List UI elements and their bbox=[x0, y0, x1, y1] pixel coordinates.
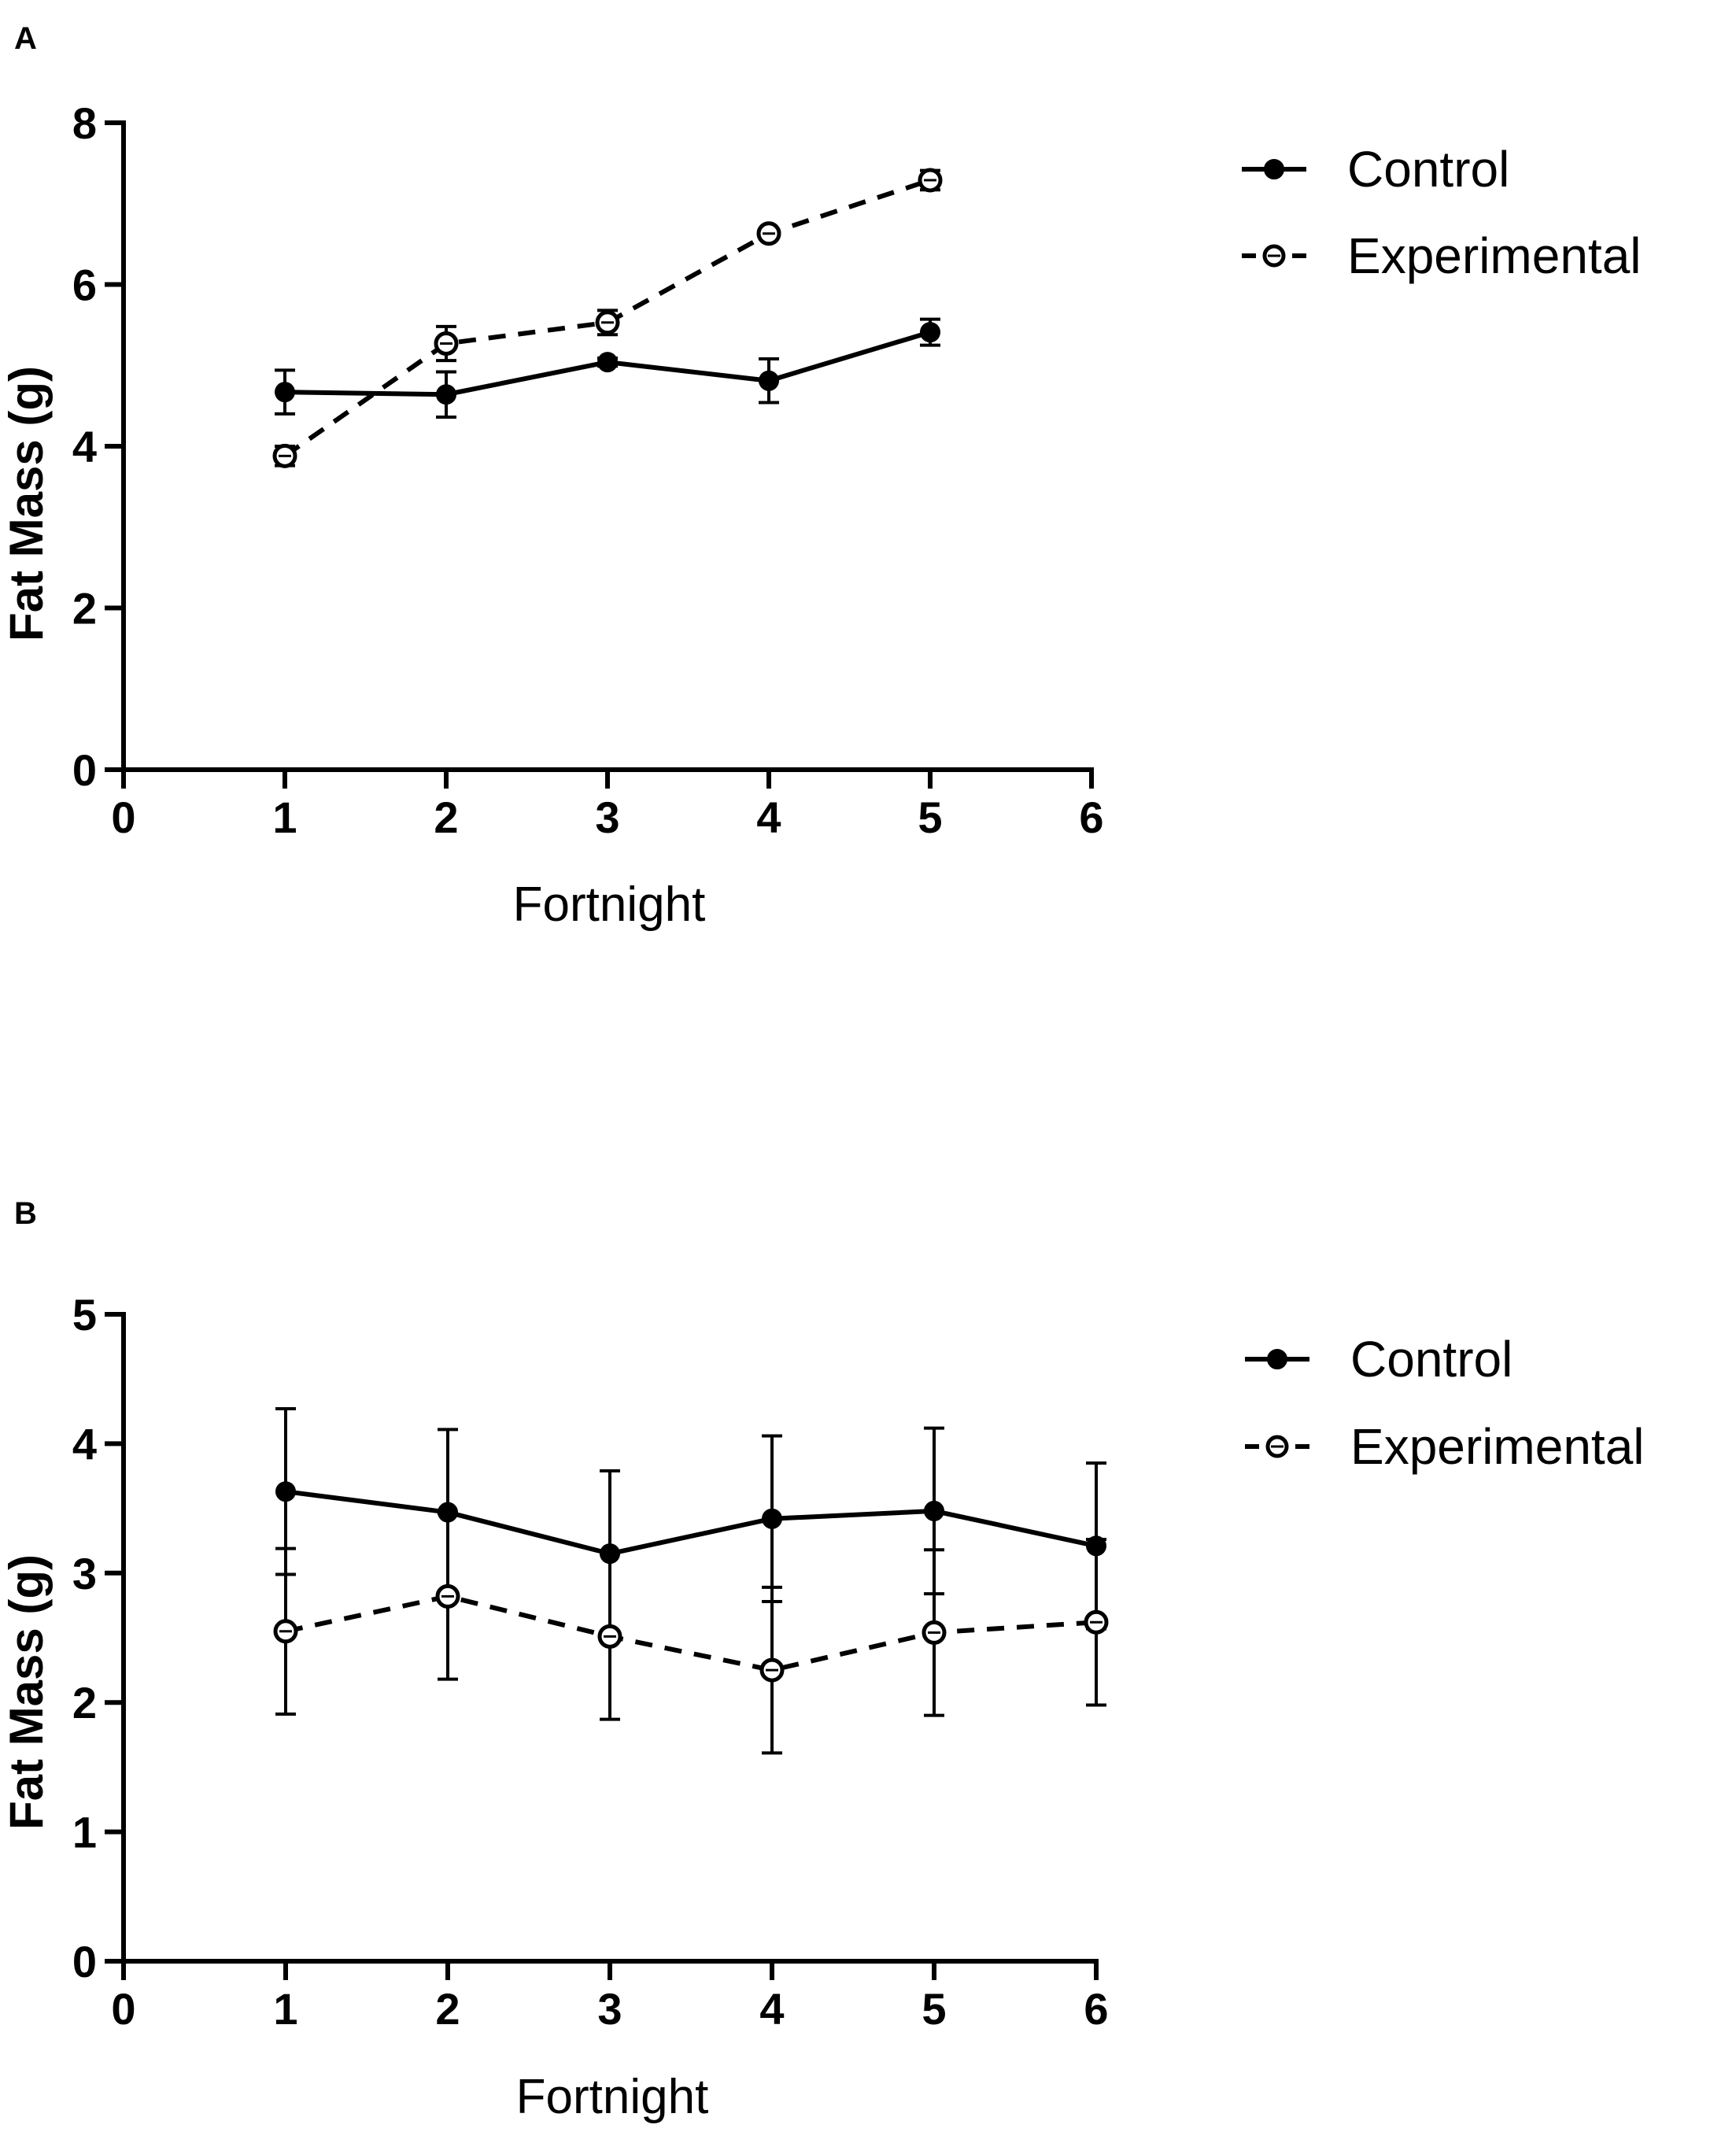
panel-a-x-tick-label: 2 bbox=[434, 793, 458, 842]
panel-b-control-point bbox=[275, 1481, 296, 1502]
legend-item-experimental: Experimental bbox=[1242, 227, 1642, 284]
panel-b: B 0 1 2 3 4 5 0 1 2 3 4 5 6 Fortnight Fat Mass (g) C… bbox=[0, 1196, 1645, 2124]
panel-b-y-tick-label: 3 bbox=[72, 1549, 97, 1598]
panel-b-y-tick-label: 1 bbox=[72, 1808, 97, 1857]
panel-b-x-tick-label: 5 bbox=[922, 1984, 946, 2034]
panel-a-control-point bbox=[759, 370, 779, 391]
panel-a-x-tick-label: 6 bbox=[1079, 793, 1103, 842]
panel-b-plot: 0 1 2 3 4 5 0 1 2 3 4 5 6 bbox=[72, 1290, 1109, 2034]
panel-a-y-tick-label: 0 bbox=[72, 745, 97, 795]
legend-item-control: Control bbox=[1245, 1331, 1513, 1387]
panel-b-x-tick-label: 6 bbox=[1084, 1984, 1108, 2034]
panel-b-x-tick-label: 0 bbox=[111, 1984, 135, 2034]
panel-b-control-point bbox=[1086, 1535, 1106, 1557]
panel-a: A 0 2 4 6 8 0 1 2 3 4 5 6 Fortnight Fat Mass (g) Co… bbox=[0, 21, 1642, 932]
panel-b-control-line bbox=[285, 1489, 1097, 1557]
panel-a-legend: Control Experimental bbox=[1242, 141, 1642, 284]
legend-control-label: Control bbox=[1347, 141, 1509, 198]
panel-b-x-tick-label: 3 bbox=[597, 1984, 622, 2034]
panel-b-x-tick-label: 1 bbox=[273, 1984, 297, 2034]
panel-b-experimental-line bbox=[285, 1594, 1097, 1673]
panel-b-y-tick-label: 4 bbox=[72, 1419, 97, 1469]
panel-b-x-tick-label: 4 bbox=[759, 1984, 784, 2034]
legend-control-label: Control bbox=[1350, 1331, 1513, 1387]
panel-b-x-tick-label: 2 bbox=[435, 1984, 460, 2034]
panel-b-y-tick-label: 2 bbox=[72, 1678, 97, 1727]
panel-b-legend: Control Experimental bbox=[1245, 1331, 1645, 1475]
panel-b-label: B bbox=[14, 1196, 37, 1231]
panel-a-y-tick-label: 2 bbox=[72, 584, 97, 634]
panel-a-x-tick-label: 0 bbox=[111, 793, 135, 842]
panel-a-x-tick-label: 1 bbox=[272, 793, 297, 842]
panel-b-y-axis-title: Fat Mass (g) bbox=[0, 1554, 53, 1830]
panel-a-control-point bbox=[275, 382, 295, 403]
panel-b-control-point bbox=[762, 1508, 782, 1529]
legend-experimental-label: Experimental bbox=[1350, 1418, 1645, 1475]
panel-a-y-tick-label: 4 bbox=[72, 422, 97, 471]
panel-b-control-point bbox=[438, 1502, 458, 1523]
panel-a-control-point bbox=[597, 352, 618, 373]
panel-a-label: A bbox=[14, 21, 37, 56]
panel-a-plot: 0 2 4 6 8 0 1 2 3 4 5 6 bbox=[72, 98, 1104, 842]
legend-control-marker bbox=[1267, 1349, 1287, 1369]
panel-a-control-point bbox=[436, 384, 456, 405]
legend-experimental-label: Experimental bbox=[1347, 227, 1642, 284]
panel-b-control-point bbox=[600, 1543, 620, 1565]
panel-a-x-tick-label: 5 bbox=[918, 793, 942, 842]
panel-a-x-tick-label: 4 bbox=[756, 793, 781, 842]
legend-item-experimental: Experimental bbox=[1245, 1418, 1645, 1475]
legend-control-marker bbox=[1264, 159, 1284, 179]
panel-a-x-axis-title: Fortnight bbox=[513, 878, 706, 932]
panel-a-y-tick-label: 8 bbox=[72, 98, 97, 148]
panel-a-control-point bbox=[920, 322, 940, 343]
panel-a-y-tick-label: 6 bbox=[72, 260, 97, 310]
panel-b-x-axis-title: Fortnight bbox=[516, 2070, 709, 2124]
panel-a-x-tick-label: 3 bbox=[595, 793, 619, 842]
legend-item-control: Control bbox=[1242, 141, 1509, 198]
panel-b-y-tick-label: 0 bbox=[72, 1937, 97, 1986]
panel-a-y-axis-title: Fat Mass (g) bbox=[0, 366, 53, 641]
panel-b-control-point bbox=[924, 1500, 944, 1521]
panel-b-y-tick-label: 5 bbox=[72, 1290, 97, 1339]
